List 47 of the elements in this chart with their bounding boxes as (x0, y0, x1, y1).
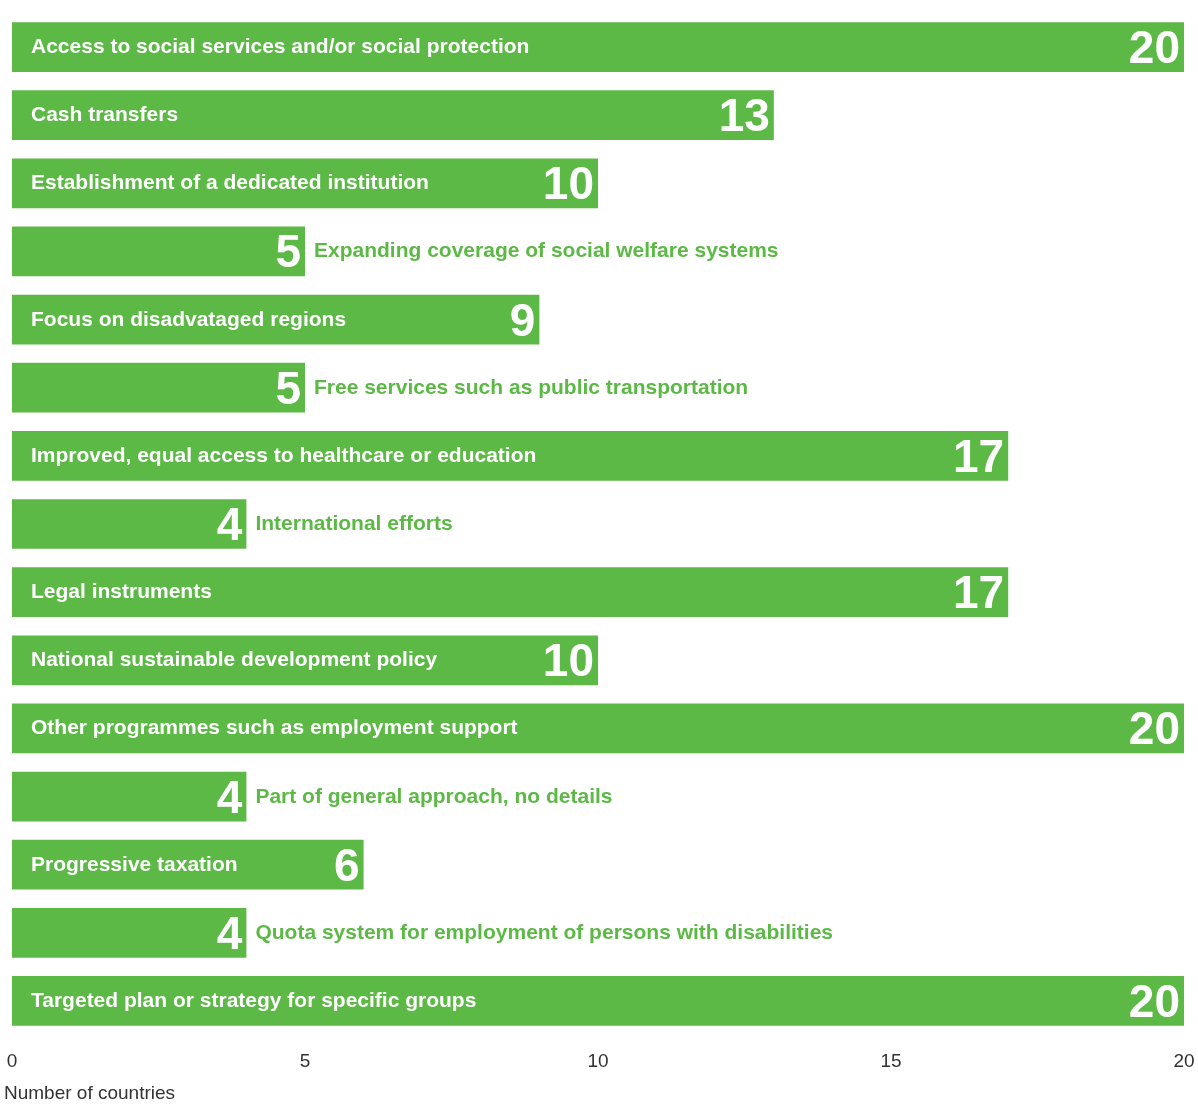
y-tick-label: Focus on disadvataged regions (31, 306, 347, 330)
data-label: 4 (216, 770, 243, 823)
y-tick-label: Other programmes such as employment support (31, 715, 518, 739)
y-tick-label: Free services such as public transportation (314, 374, 749, 398)
x-tick-label: 5 (299, 1050, 311, 1071)
y-tick-label: Legal instruments (31, 579, 212, 603)
x-tick-label: 20 (1173, 1050, 1195, 1071)
y-tick-label: Progressive taxation (31, 851, 238, 875)
y-tick-label: International efforts (255, 511, 453, 534)
data-label: 17 (953, 429, 1005, 482)
data-label: 20 (1128, 974, 1180, 1027)
y-tick-label: Quota system for employment of persons with disabilities (255, 919, 834, 943)
bar (12, 226, 305, 277)
y-tick-label: Part of general approach, no details (255, 783, 613, 807)
data-label: 13 (718, 89, 770, 142)
bar (12, 22, 1184, 72)
y-tick-label: National sustainable development policy (31, 647, 438, 671)
bar (12, 976, 1184, 1026)
data-label: 20 (1128, 21, 1180, 74)
data-label: 4 (216, 498, 243, 550)
bar (12, 499, 247, 549)
data-label: 4 (216, 906, 243, 959)
y-tick-label: Access to social services and/or social protection (31, 34, 530, 58)
data-label: 6 (334, 838, 360, 891)
y-tick-label: Expanding coverage of social welfare systems (314, 238, 779, 262)
bar (12, 771, 247, 822)
y-tick-label: Cash transfers (31, 102, 179, 126)
bar (12, 907, 247, 958)
data-label: 10 (542, 157, 594, 210)
x-tick-label: 15 (880, 1050, 902, 1071)
bar (12, 703, 1184, 754)
bar (12, 90, 774, 141)
data-label: 17 (953, 566, 1005, 619)
data-label: 20 (1128, 702, 1180, 755)
data-label: 5 (275, 361, 301, 414)
y-tick-label: Targeted plan or strategy for specific groups (31, 987, 477, 1011)
y-tick-label: Improved, equal access to healthcare or education (31, 442, 537, 466)
y-tick-label: Establishment of a dedicated institution (31, 170, 429, 194)
data-label: 9 (509, 293, 536, 346)
x-tick-label: 0 (6, 1050, 18, 1071)
data-label: 10 (542, 634, 594, 687)
x-tick-label: 10 (587, 1050, 609, 1071)
bar (12, 431, 1009, 481)
data-label: 5 (275, 225, 301, 278)
bar (12, 567, 1009, 617)
x-axis-title: Number of countries (4, 1082, 176, 1103)
bar (12, 362, 305, 413)
